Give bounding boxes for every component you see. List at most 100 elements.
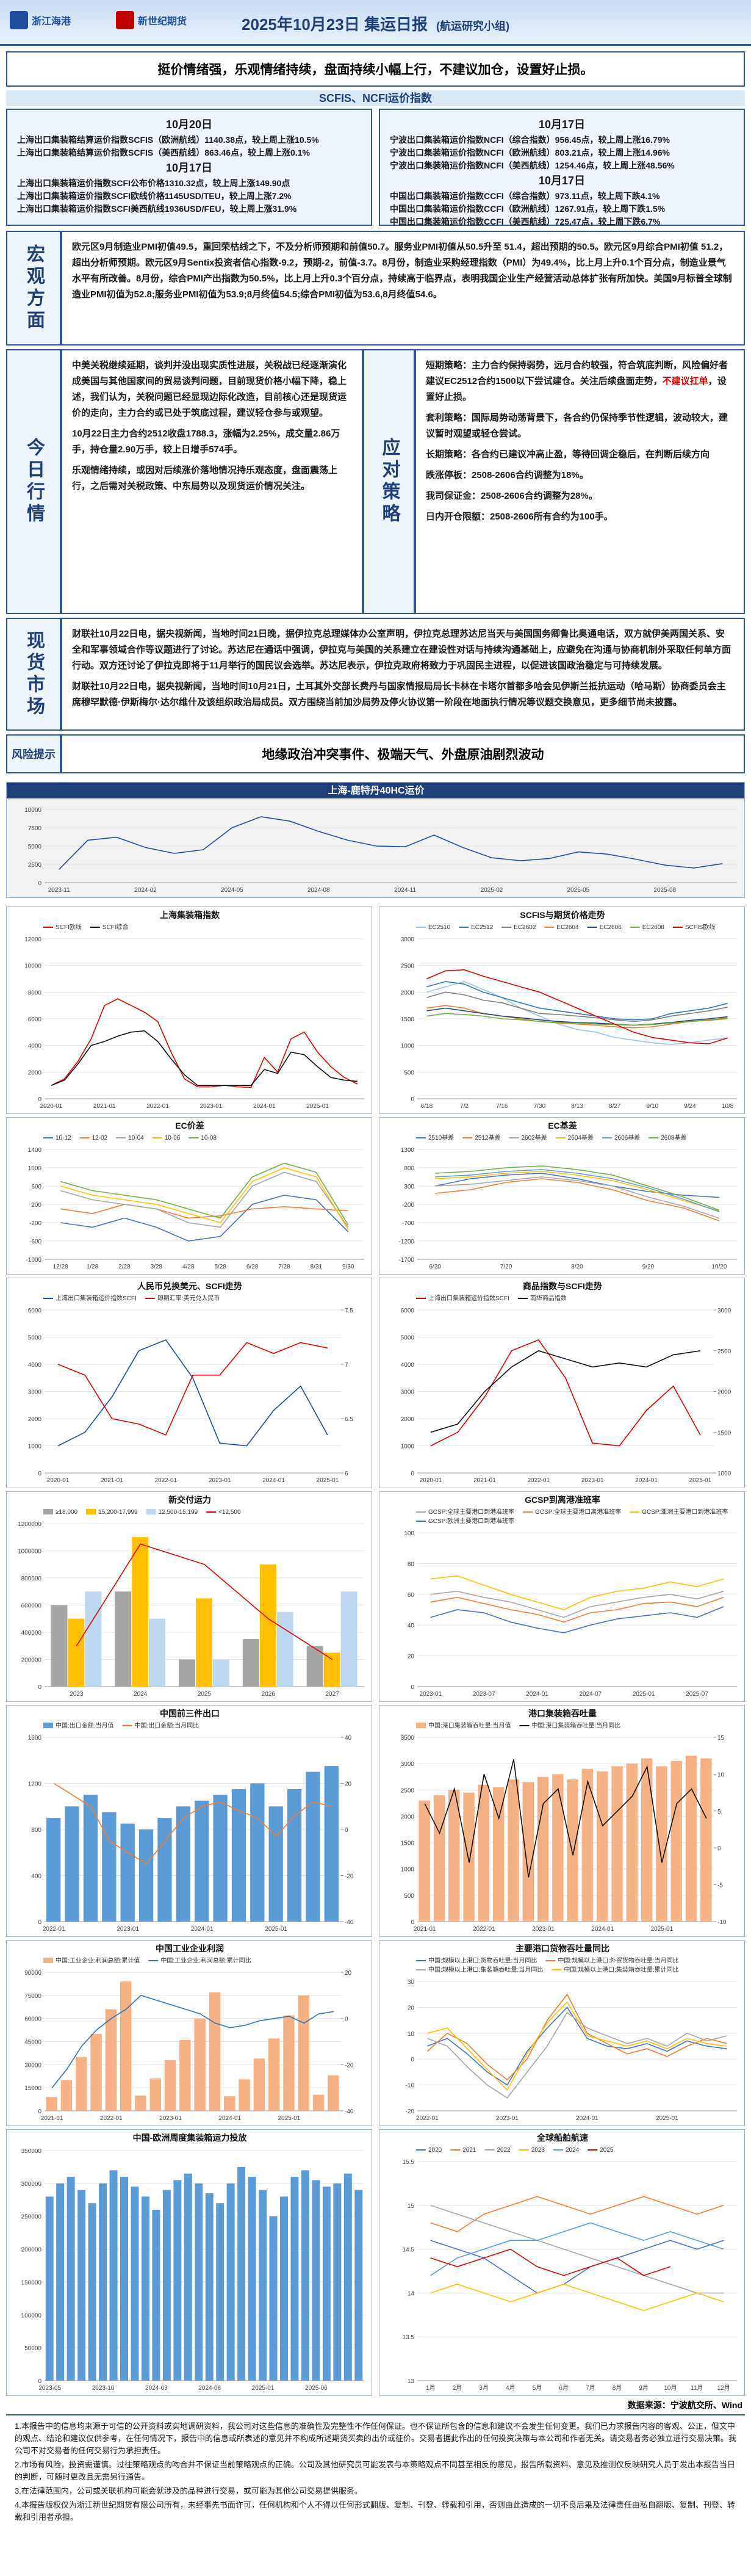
paragraph: 乐观情绪持续，或因对后续涨价落地情况持乐观态度，盘面震荡上行，之后需对关税政策、…: [72, 465, 338, 491]
x-tick-label: 2023-11: [48, 887, 70, 894]
y-tick-label: 60000: [24, 2016, 41, 2023]
x-tick-label: 2024-01: [191, 1926, 214, 1933]
x-tick-label: 2025-05: [567, 887, 590, 894]
bar: [298, 1995, 309, 2111]
bar: [105, 2009, 117, 2111]
y-tick-label: -1700: [398, 1257, 414, 1264]
y2-tick-label: 3000: [717, 1308, 731, 1314]
y-tick-label: 3500: [401, 1735, 415, 1742]
y-tick-label: 400: [31, 1873, 41, 1880]
y2-tick-label: -20: [345, 2062, 354, 2069]
chart: 新交付运力 ≥18,000 15,200-17,999 12,500-15,199 <1…: [6, 1491, 372, 1702]
legend-swatch: [517, 1298, 528, 1299]
y-tick-label: 15.5: [403, 2159, 415, 2166]
x-tick-label: 2024-08: [307, 887, 330, 894]
x-tick-label: 2023-01: [532, 1926, 555, 1933]
chart: GCSP到离港准班率 GCSP:全球主要港口到港准班率 GCSP:全球主要港口离港准…: [379, 1491, 745, 1702]
index-line: 中国出口集装箱运价指数CCFI（综合指数）973.11点，较上周下跌4.1%: [390, 191, 660, 201]
chart-title: EC基差: [548, 1121, 577, 1131]
x-tick-label: 2025-07: [686, 1691, 708, 1698]
legend-label: 中国:港口集装箱吞吐量:当月同比: [532, 1721, 621, 1729]
y-tick-label: -200: [402, 1202, 414, 1209]
legend-swatch: [630, 1511, 640, 1513]
index-line: 上海出口集装箱运价指数SCFI欧线价格1145USD/TEU，较上周上涨7.2%: [17, 191, 292, 201]
bar: [205, 2193, 214, 2381]
bar: [268, 1806, 283, 1922]
bar: [656, 1766, 667, 1922]
bar: [162, 2190, 171, 2381]
line: [427, 2011, 727, 2099]
y-tick-label: -200: [29, 1220, 41, 1227]
x-tick-label: 10/8: [722, 1103, 734, 1110]
y-tick-label: 10: [408, 2031, 415, 2038]
y-tick-label: 2000: [401, 1814, 415, 1820]
legend-swatch: [79, 1137, 90, 1138]
legend-swatch: [588, 2149, 598, 2151]
legend-swatch: [122, 1725, 132, 1726]
paragraph: 财联社10月22日电，据央视新闻，当地时间21日晚，据伊拉克总理媒体办公室声明，…: [72, 629, 731, 671]
y-tick-label: 15: [408, 2203, 415, 2210]
legend-swatch: [649, 1137, 659, 1138]
legend-swatch: [43, 927, 53, 928]
date: 10月17日: [538, 118, 586, 131]
legend-swatch: [206, 1511, 217, 1513]
legend-label: SCFI欧线: [56, 923, 82, 931]
x-tick-label: 2025-06: [305, 2385, 328, 2392]
chart-title: 中国工业企业利润: [156, 1944, 224, 1953]
x-tick-label: 2023-05: [38, 2385, 61, 2392]
chart-title: 中国前三件出口: [160, 1709, 220, 1718]
y-tick-label: 20: [408, 2005, 415, 2011]
y-tick-label: 300000: [21, 2181, 42, 2188]
x-tick-label: 2024-01: [591, 1926, 614, 1933]
legend-swatch: [587, 927, 597, 928]
x-tick-label: 2025-01: [317, 1477, 339, 1484]
x-tick-label: 2024-05: [221, 887, 243, 894]
x-tick-label: 2026: [262, 1691, 276, 1698]
legend-label: 15,200-17,999: [98, 1509, 138, 1516]
y-tick-label: 800: [404, 1165, 414, 1172]
x-tick-label: 5/28: [214, 1264, 226, 1270]
legend-swatch: [509, 1137, 519, 1138]
y-tick-label: 1000: [28, 1444, 42, 1450]
legend-label: 2604基差: [568, 1134, 594, 1141]
x-tick-label: 2021-01: [414, 1926, 436, 1933]
y-tick-label: 2000: [28, 1069, 42, 1076]
x-tick-label: 2025-08: [653, 887, 676, 894]
x-tick-label: 7/16: [496, 1103, 508, 1110]
bar: [184, 2173, 192, 2381]
bar: [685, 1756, 697, 1922]
legend-swatch: [86, 1509, 96, 1514]
bar: [195, 1800, 209, 1922]
legend-swatch: [544, 927, 555, 928]
x-tick-label: 2025-01: [656, 2115, 678, 2122]
y-tick-label: 200000: [21, 2247, 42, 2254]
legend-swatch: [43, 1509, 53, 1514]
bar: [115, 1591, 132, 1687]
bar: [60, 2080, 73, 2111]
y2-tick-label: -20: [345, 1873, 354, 1880]
x-tick-label: 2025-01: [278, 2115, 301, 2122]
bar: [120, 1981, 132, 2111]
line: [430, 1590, 724, 1618]
x-tick-label: 3/28: [151, 1264, 163, 1270]
legend-swatch: [90, 927, 100, 928]
logo-text: 浙江海港: [32, 16, 71, 27]
y-tick-label: 45000: [24, 2039, 41, 2046]
y-tick-label: 2000: [28, 1416, 42, 1423]
report-title: 2025年10月23日 集运日报 (航运研究小组): [0, 12, 751, 35]
paragraph: 财联社10月22日电，据央视新闻，当地时间10月21日，土耳其外交部长费丹与国家…: [72, 681, 726, 707]
y-tick-label: 1000: [401, 1867, 415, 1873]
bar: [65, 1806, 79, 1922]
x-tick-label: 2024-02: [134, 887, 157, 894]
line: [427, 2006, 727, 2086]
x-tick-label: 9/30: [342, 1264, 354, 1270]
headline: 挺价情绪强，乐观情绪持续，盘面持续小幅上行，不建议加仓，设置好止损。: [6, 51, 745, 87]
y-tick-label: 2000: [401, 990, 415, 996]
x-tick-label: 7/30: [534, 1103, 546, 1110]
x-tick-label: 2023-01: [419, 1691, 442, 1698]
bar: [152, 2209, 160, 2381]
legend-swatch: [148, 1960, 159, 1961]
legend-swatch: [416, 2149, 426, 2151]
